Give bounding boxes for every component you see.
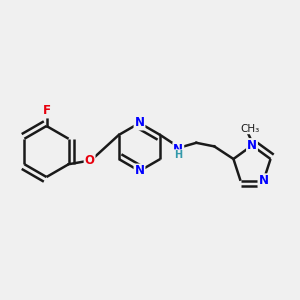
Text: N: N	[259, 174, 269, 187]
Text: N: N	[134, 116, 145, 130]
Text: O: O	[85, 154, 94, 166]
Text: F: F	[43, 104, 50, 118]
Text: N: N	[134, 164, 145, 178]
Text: N: N	[173, 143, 183, 156]
Text: H: H	[174, 150, 182, 160]
Text: CH₃: CH₃	[240, 124, 259, 134]
Text: N: N	[247, 139, 257, 152]
